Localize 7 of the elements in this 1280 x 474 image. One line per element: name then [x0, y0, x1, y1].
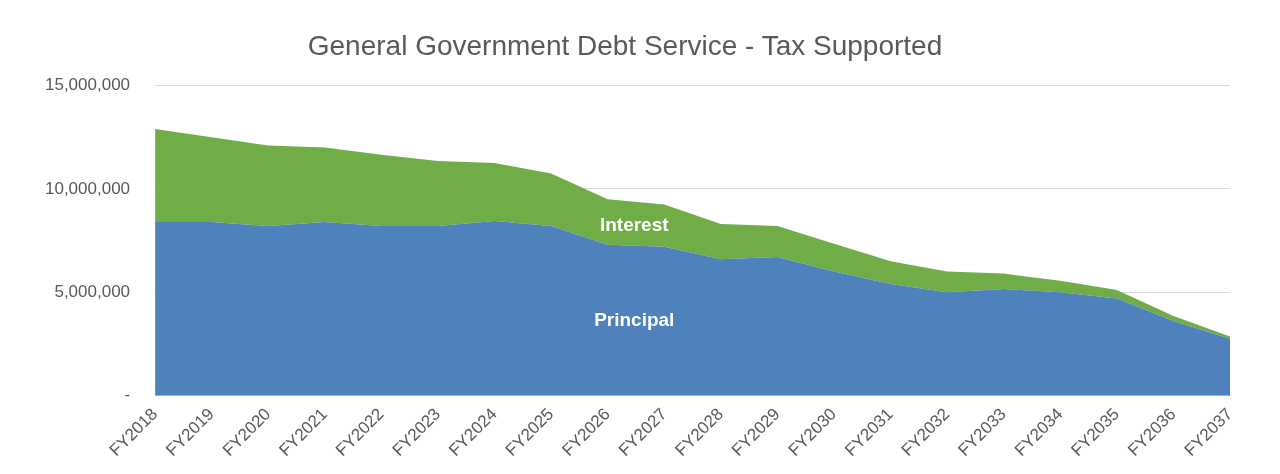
y-tick-label: 10,000,000 [44, 178, 131, 198]
chart-title: General Government Debt Service - Tax Supported [307, 29, 943, 61]
y-tick-label: - [124, 385, 131, 405]
y-tick-label: 5,000,000 [54, 281, 131, 301]
series-label: Interest [599, 213, 670, 235]
series-label: Principal [594, 309, 675, 331]
y-tick-label: 15,000,000 [44, 75, 131, 95]
